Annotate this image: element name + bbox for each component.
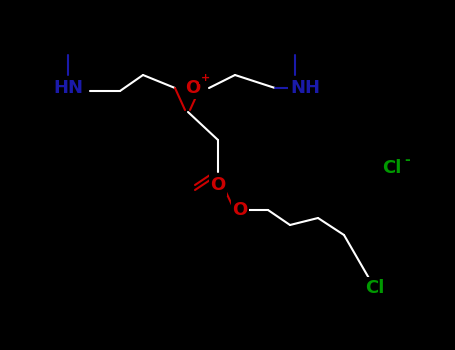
Text: -: - bbox=[404, 153, 410, 167]
Text: O: O bbox=[233, 201, 248, 219]
Text: O: O bbox=[210, 176, 226, 194]
Text: NH: NH bbox=[290, 79, 320, 97]
Text: O: O bbox=[185, 79, 201, 97]
Text: +: + bbox=[200, 73, 210, 83]
Text: Cl: Cl bbox=[382, 159, 402, 177]
Text: Cl: Cl bbox=[365, 279, 384, 297]
Text: HN: HN bbox=[53, 79, 83, 97]
